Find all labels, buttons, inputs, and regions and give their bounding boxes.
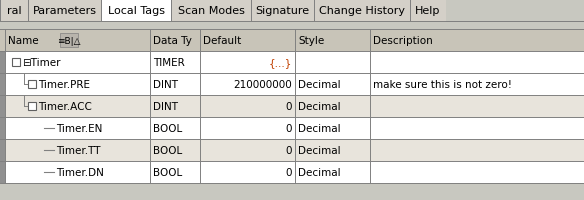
Bar <box>0 22 584 30</box>
Text: ral: ral <box>6 6 21 16</box>
Text: 0: 0 <box>286 101 292 111</box>
Text: Scan Modes: Scan Modes <box>178 6 245 16</box>
Bar <box>0 139 5 161</box>
Bar <box>314 0 410 22</box>
Text: Decimal: Decimal <box>298 80 340 90</box>
Bar <box>0 52 584 74</box>
Bar <box>0 161 584 183</box>
Text: Local Tags: Local Tags <box>107 6 165 16</box>
Text: BOOL: BOOL <box>153 123 182 133</box>
Bar <box>446 0 584 22</box>
Text: BOOL: BOOL <box>153 167 182 177</box>
Text: {...}: {...} <box>269 58 292 68</box>
Text: Change History: Change History <box>319 6 405 16</box>
Bar <box>410 0 446 22</box>
Bar <box>251 0 314 22</box>
Text: Decimal: Decimal <box>298 145 340 155</box>
Bar <box>0 96 584 117</box>
Text: Decimal: Decimal <box>298 101 340 111</box>
Bar <box>0 161 5 183</box>
Text: DINT: DINT <box>153 80 178 90</box>
Text: Timer.ACC: Timer.ACC <box>38 101 92 111</box>
Text: 0: 0 <box>286 123 292 133</box>
Text: TIMER: TIMER <box>153 58 185 68</box>
Bar <box>0 117 5 139</box>
Bar <box>28 102 36 110</box>
Bar <box>0 96 5 117</box>
Text: Help: Help <box>415 6 441 16</box>
Text: ≡B|△: ≡B|△ <box>57 36 81 45</box>
Bar <box>28 81 36 89</box>
Text: Name: Name <box>8 36 39 46</box>
Bar <box>0 117 584 139</box>
Text: Signature: Signature <box>255 6 310 16</box>
Text: BOOL: BOOL <box>153 145 182 155</box>
Bar <box>0 52 5 74</box>
Bar <box>12 59 20 67</box>
Text: DINT: DINT <box>153 101 178 111</box>
Text: Default: Default <box>203 36 241 46</box>
Text: Description: Description <box>373 36 433 46</box>
Text: 0: 0 <box>286 145 292 155</box>
Bar <box>101 0 171 22</box>
Text: Decimal: Decimal <box>298 167 340 177</box>
Text: ⊟Timer: ⊟Timer <box>22 58 61 68</box>
Text: Parameters: Parameters <box>33 6 96 16</box>
Bar <box>28 0 101 22</box>
Bar <box>60 34 78 48</box>
Text: Decimal: Decimal <box>298 123 340 133</box>
Bar <box>0 30 584 52</box>
Text: Timer.PRE: Timer.PRE <box>38 80 90 90</box>
Bar <box>0 139 584 161</box>
Text: 0: 0 <box>286 167 292 177</box>
Text: Data Ty: Data Ty <box>153 36 192 46</box>
Text: Style: Style <box>298 36 324 46</box>
Bar <box>0 74 5 96</box>
Text: Timer.EN: Timer.EN <box>56 123 102 133</box>
Bar <box>0 74 584 96</box>
Bar <box>0 0 28 22</box>
Text: make sure this is not zero!: make sure this is not zero! <box>373 80 512 90</box>
Bar <box>171 0 251 22</box>
Text: Timer.DN: Timer.DN <box>56 167 104 177</box>
Text: Timer.TT: Timer.TT <box>56 145 100 155</box>
Text: 210000000: 210000000 <box>233 80 292 90</box>
